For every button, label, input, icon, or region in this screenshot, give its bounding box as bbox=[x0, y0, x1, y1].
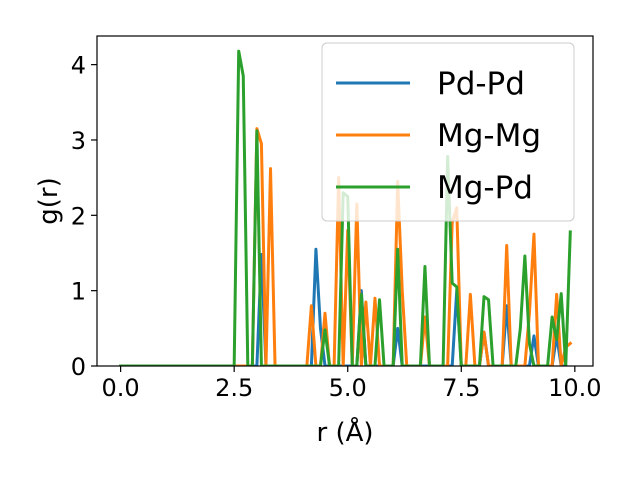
legend-label: Mg-Mg bbox=[437, 118, 541, 154]
legend: Pd-Pd Mg-Mg Mg-Pd bbox=[321, 42, 575, 222]
x-tick-label: 10.0 bbox=[548, 374, 601, 402]
axes-frame bbox=[96, 35, 594, 367]
legend-label: Mg-Pd bbox=[437, 170, 533, 206]
x-tick-label: 2.5 bbox=[215, 374, 253, 402]
x-tick-label: 0.0 bbox=[102, 374, 140, 402]
y-tick-label: 2 bbox=[71, 202, 86, 230]
y-tick-label: 3 bbox=[71, 127, 86, 155]
y-tick-label: 0 bbox=[71, 353, 86, 381]
y-axis-label: g(r) bbox=[34, 177, 64, 224]
x-axis-label: r (Å) bbox=[316, 416, 373, 448]
y-tick-label: 4 bbox=[71, 52, 86, 80]
plot-layer bbox=[119, 49, 573, 366]
y-tick-label: 1 bbox=[71, 278, 86, 306]
legend-label: Pd-Pd bbox=[437, 66, 525, 102]
x-tick-label: 7.5 bbox=[442, 374, 480, 402]
legend-box bbox=[321, 42, 575, 222]
series-line-mg-pd bbox=[119, 49, 572, 366]
x-tick-label: 5.0 bbox=[329, 374, 367, 402]
tick-layer: 0.0 2.5 5.0 7.5 10.0 0 1 2 3 4 bbox=[71, 52, 602, 402]
